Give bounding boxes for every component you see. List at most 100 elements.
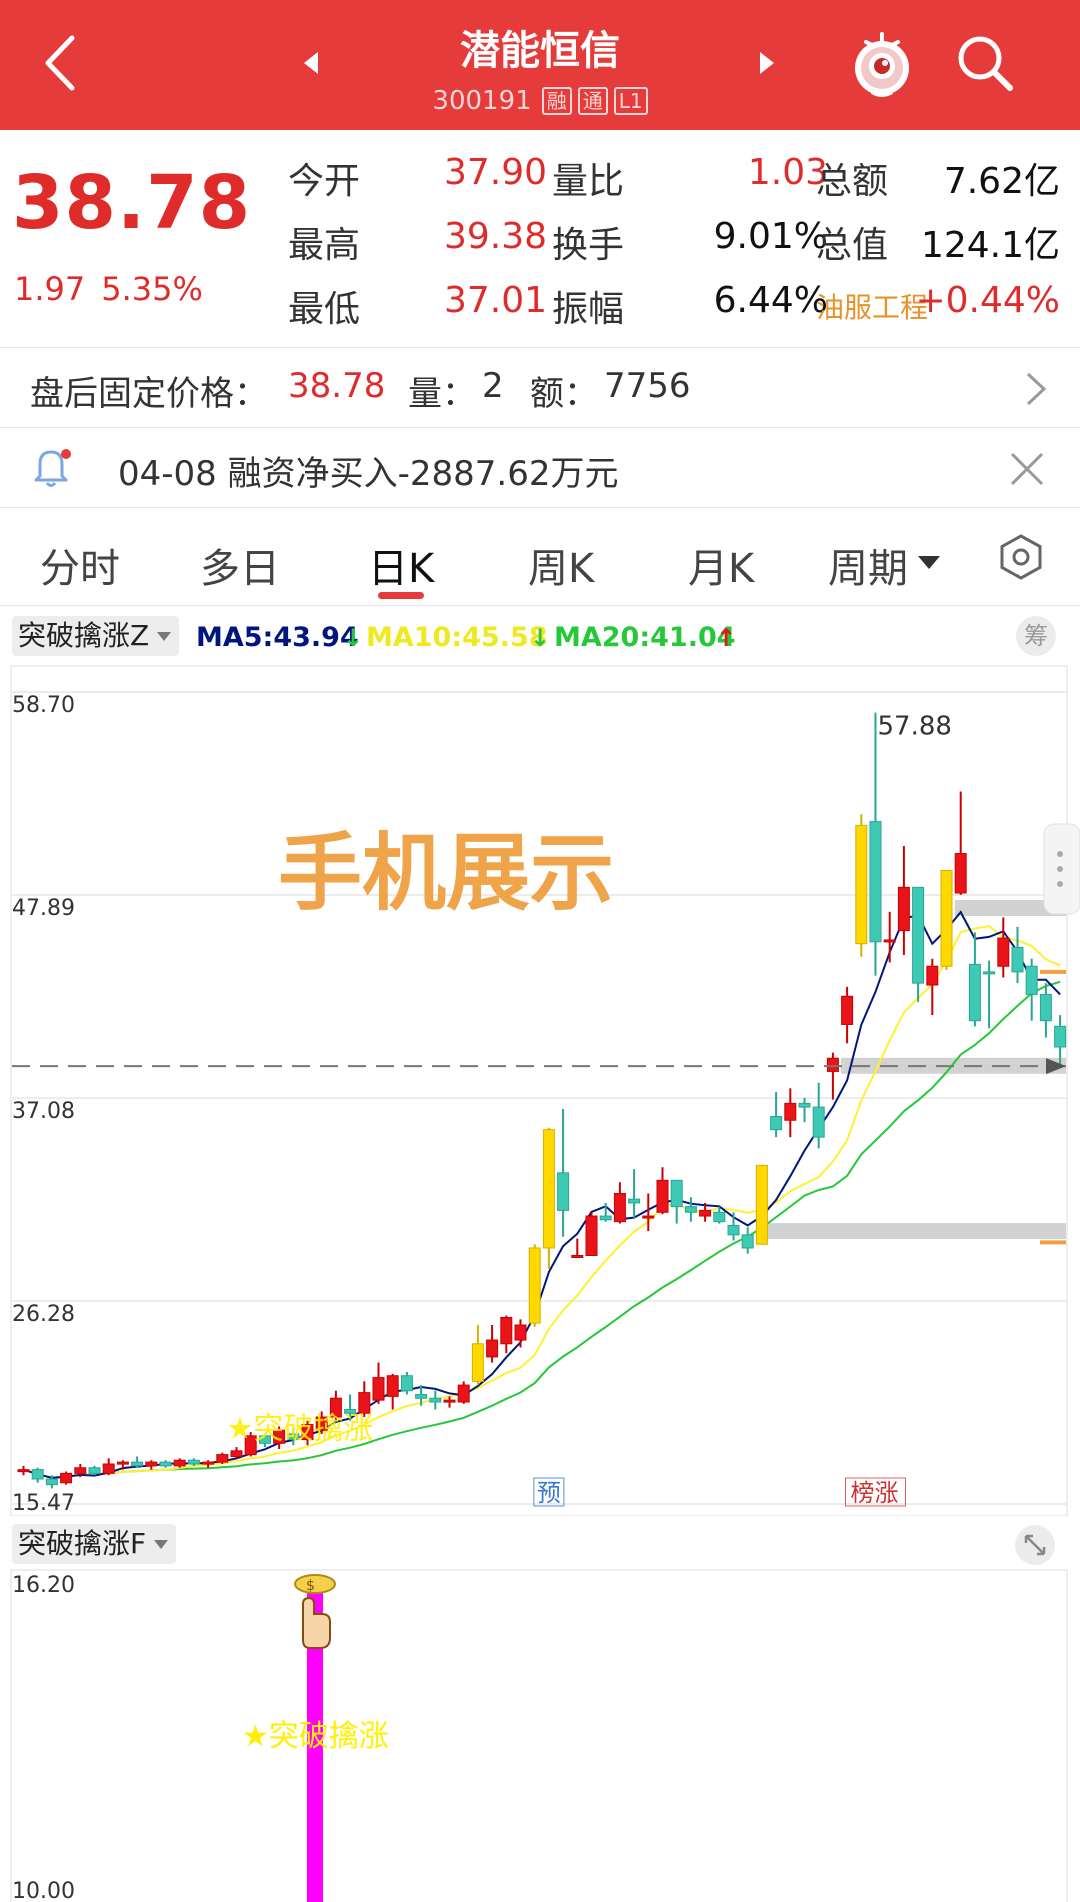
sector-name[interactable]: 油服工程 bbox=[816, 291, 929, 324]
ma20-line bbox=[23, 980, 1061, 1479]
select-caret-icon bbox=[154, 1540, 169, 1549]
sub-indicator-chart[interactable]: 16.20 10.00 $ ★突破擒涨 bbox=[0, 1568, 1080, 1902]
candle-body bbox=[457, 1384, 470, 1403]
after-hours-volume: 2 bbox=[482, 366, 504, 406]
candle-body bbox=[897, 886, 910, 932]
candle-body bbox=[31, 1469, 44, 1480]
candle-body bbox=[344, 1409, 357, 1414]
turnover-rate-value: 9.01% bbox=[713, 216, 828, 257]
candle-body bbox=[656, 1179, 669, 1213]
candle-body bbox=[74, 1467, 87, 1474]
tab-weekly-k[interactable]: 周K bbox=[528, 546, 595, 592]
candles bbox=[17, 712, 1067, 1489]
tab-intraday[interactable]: 分时 bbox=[40, 546, 120, 592]
open-label: 今开 bbox=[288, 161, 361, 202]
expand-icon[interactable] bbox=[1014, 1524, 1056, 1566]
marker-ranking-rise-label: 榜涨 bbox=[851, 1479, 899, 1507]
candle-body bbox=[88, 1467, 101, 1474]
price-band bbox=[954, 900, 1066, 917]
candle-body bbox=[500, 1316, 513, 1345]
candle-body bbox=[542, 1129, 555, 1249]
candle-body bbox=[429, 1397, 442, 1403]
candle-body bbox=[670, 1179, 683, 1208]
candle-body bbox=[642, 1215, 655, 1219]
tab-daily-k[interactable]: 日K bbox=[368, 546, 435, 592]
dropdown-caret-icon bbox=[918, 556, 940, 569]
candle-body bbox=[883, 939, 896, 943]
back-arrow-icon[interactable] bbox=[34, 28, 90, 98]
candle-body bbox=[912, 886, 925, 984]
tab-multi-day[interactable]: 多日 bbox=[200, 546, 280, 592]
candle-body bbox=[741, 1234, 754, 1249]
high-price-label: 57.88 bbox=[878, 712, 952, 742]
candle-body bbox=[1054, 1025, 1067, 1048]
price-change: 1.97 5.35% bbox=[14, 270, 203, 308]
candle-body bbox=[315, 1416, 328, 1431]
high-value: 39.38 bbox=[444, 216, 548, 257]
candle-body bbox=[258, 1435, 271, 1444]
after-hours-row[interactable]: 盘后固定价格： 38.78 量： 2 额： 7756 bbox=[0, 348, 1080, 428]
candle-body bbox=[415, 1393, 428, 1399]
ma10-label: MA10:45.58 bbox=[366, 622, 548, 653]
candle-body bbox=[713, 1211, 726, 1223]
candle-body bbox=[230, 1450, 243, 1457]
candle-body bbox=[798, 1102, 811, 1108]
change-percent: 5.35% bbox=[101, 270, 203, 308]
watermark-text: 手机展示 bbox=[278, 824, 614, 922]
search-icon[interactable] bbox=[952, 30, 1018, 96]
candle-body bbox=[45, 1478, 58, 1486]
marker-ranking-rise[interactable]: 榜涨 bbox=[845, 1477, 906, 1507]
turnover-amount-value: 7.62亿 bbox=[943, 161, 1060, 202]
y-tick-label: 37.08 bbox=[12, 1099, 75, 1124]
candle-body bbox=[684, 1206, 697, 1213]
chart-period-tabs: 分时 多日 日K 周K 月K 周期 bbox=[0, 508, 1080, 606]
candle-body bbox=[159, 1461, 172, 1467]
marker-forecast[interactable]: 预 bbox=[533, 1477, 565, 1507]
sub-indicator-select[interactable]: 突破擒涨F bbox=[12, 1524, 177, 1564]
low-value: 37.01 bbox=[444, 280, 548, 321]
margin-notice-bar[interactable]: 04-08 融资净买入-2887.62万元 bbox=[0, 428, 1080, 508]
candle-body bbox=[273, 1429, 286, 1444]
signal-annotation: ★突破擒涨 bbox=[227, 1411, 374, 1446]
amplitude-label: 振幅 bbox=[552, 289, 625, 330]
stock-name: 潜能恒信 bbox=[460, 28, 620, 74]
candle-body bbox=[486, 1339, 499, 1358]
indicator-bar: 突破擒涨Z MA5:43.94 ↓ MA10:45.58 ↓ MA20:41.0… bbox=[0, 612, 1080, 660]
tab-monthly-k[interactable]: 月K bbox=[688, 546, 755, 592]
candle-body bbox=[812, 1106, 825, 1138]
signal-bar bbox=[307, 1592, 323, 1902]
candlestick-chart[interactable]: 手机展示 58.70 47.89 37.08 26.28 15.47 57.88… bbox=[0, 664, 1080, 1516]
candle-body bbox=[528, 1247, 541, 1324]
notice-text: 04-08 融资净买入-2887.62万元 bbox=[118, 454, 619, 494]
marker-forecast-label: 预 bbox=[537, 1479, 561, 1507]
tab-period-dropdown[interactable]: 周期 bbox=[828, 546, 908, 592]
next-stock-icon[interactable] bbox=[748, 40, 788, 86]
candle-body bbox=[855, 824, 868, 945]
bell-icon bbox=[34, 449, 71, 487]
turnover-rate-label: 换手 bbox=[552, 225, 625, 266]
robot-assistant-icon[interactable] bbox=[846, 22, 918, 102]
y-tick-label: 26.28 bbox=[12, 1302, 75, 1327]
previous-stock-icon[interactable] bbox=[290, 40, 330, 86]
candle-body bbox=[1025, 965, 1038, 995]
open-value: 37.90 bbox=[444, 152, 548, 193]
level1-tag: L1 bbox=[613, 87, 648, 115]
close-icon[interactable] bbox=[1008, 450, 1046, 488]
main-indicator-select[interactable]: 突破擒涨Z bbox=[12, 616, 180, 656]
candle-body bbox=[287, 1433, 300, 1441]
candle-body bbox=[301, 1424, 314, 1441]
candle-body bbox=[386, 1375, 399, 1397]
sub-y-min-label: 10.00 bbox=[12, 1879, 75, 1902]
after-hours-label: 盘后固定价格： bbox=[30, 374, 268, 414]
hexagon-settings-icon[interactable] bbox=[996, 532, 1046, 582]
candle-body bbox=[116, 1461, 129, 1465]
stock-code: 300191 bbox=[432, 86, 532, 116]
right-edge-handle[interactable] bbox=[1043, 823, 1080, 915]
sub-y-max-label: 16.20 bbox=[12, 1573, 75, 1598]
candle-body bbox=[826, 1057, 839, 1072]
candle-body bbox=[372, 1377, 385, 1401]
candle-body bbox=[216, 1454, 229, 1463]
candle-body bbox=[358, 1392, 371, 1414]
chip-distribution-button[interactable]: 筹 bbox=[1016, 616, 1056, 656]
turnover-amount-label: 总额 bbox=[816, 161, 889, 202]
